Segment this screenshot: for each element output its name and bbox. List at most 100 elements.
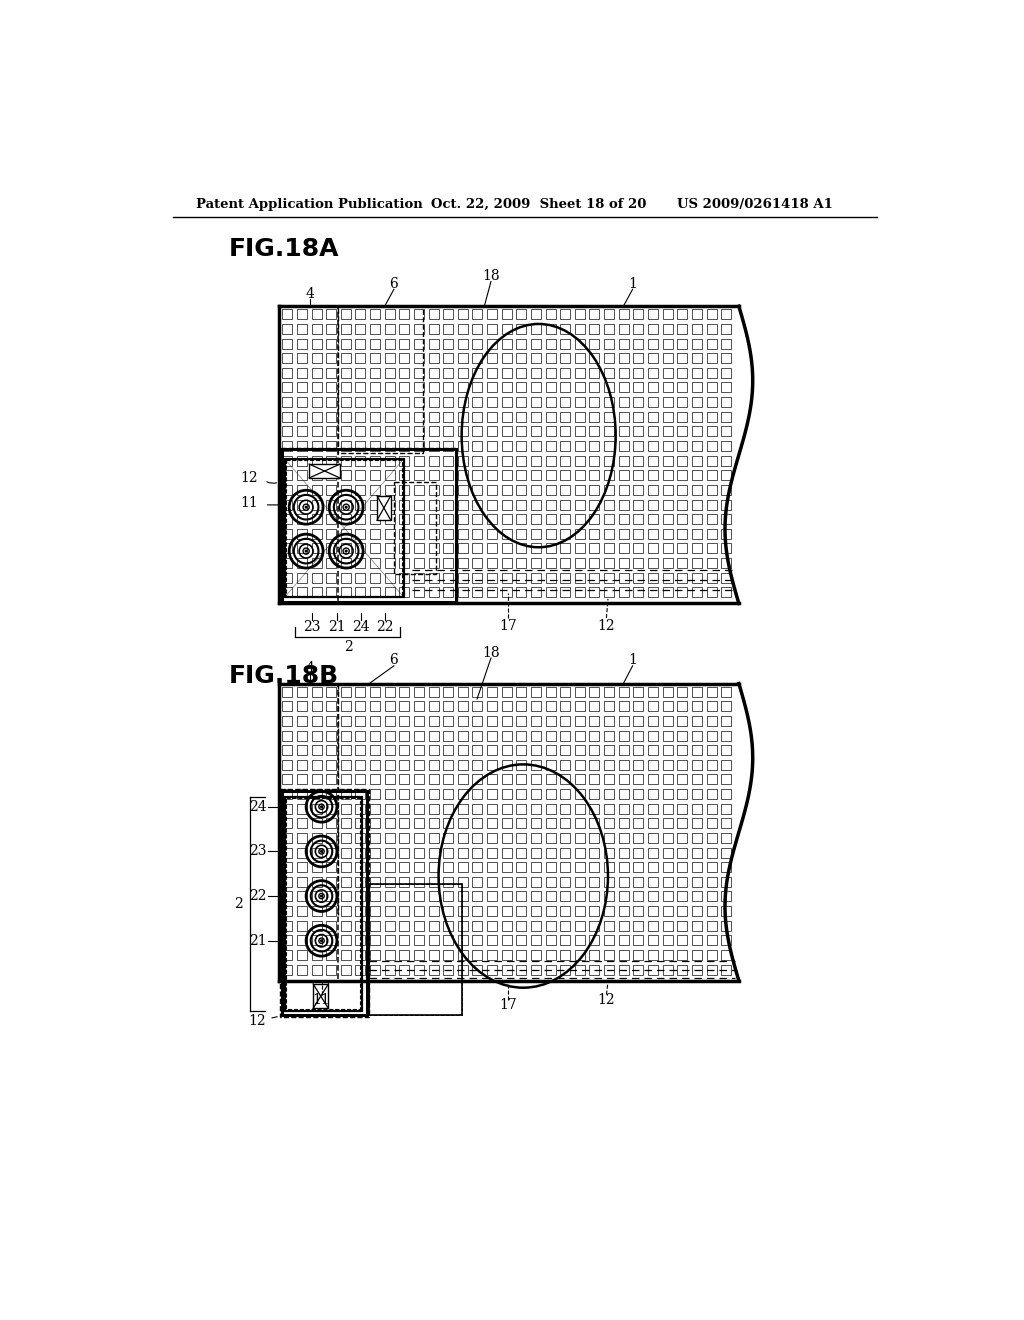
Bar bbox=[385, 936, 394, 945]
Bar bbox=[707, 470, 717, 480]
Bar bbox=[487, 847, 497, 858]
Bar bbox=[472, 323, 482, 334]
Bar bbox=[648, 891, 658, 902]
Bar bbox=[560, 412, 570, 422]
Bar bbox=[590, 891, 599, 902]
Bar bbox=[487, 309, 497, 319]
Bar bbox=[634, 804, 643, 813]
Bar bbox=[634, 383, 643, 392]
Bar bbox=[663, 936, 673, 945]
Bar bbox=[634, 936, 643, 945]
Bar bbox=[604, 529, 614, 539]
Bar bbox=[560, 950, 570, 960]
Bar bbox=[285, 797, 361, 1011]
Bar bbox=[355, 818, 366, 829]
Bar bbox=[487, 455, 497, 466]
Bar bbox=[297, 847, 307, 858]
Bar bbox=[590, 701, 599, 711]
Bar bbox=[286, 799, 360, 1010]
Bar bbox=[370, 965, 380, 974]
Bar bbox=[560, 309, 570, 319]
Bar bbox=[297, 686, 307, 697]
Bar bbox=[692, 847, 701, 858]
Bar bbox=[648, 397, 658, 407]
Bar bbox=[311, 397, 322, 407]
Bar bbox=[707, 573, 717, 582]
Bar bbox=[355, 441, 366, 451]
Bar bbox=[692, 833, 701, 843]
Bar bbox=[677, 936, 687, 945]
Bar bbox=[692, 876, 701, 887]
Bar bbox=[458, 760, 468, 770]
Bar bbox=[297, 804, 307, 813]
Bar bbox=[590, 455, 599, 466]
Text: 12: 12 bbox=[249, 1014, 266, 1028]
Bar bbox=[443, 701, 454, 711]
Bar bbox=[531, 921, 541, 931]
Bar bbox=[663, 950, 673, 960]
Bar bbox=[487, 862, 497, 873]
Bar bbox=[443, 936, 454, 945]
Bar bbox=[458, 789, 468, 799]
Bar bbox=[472, 936, 482, 945]
Bar bbox=[385, 412, 394, 422]
Bar bbox=[487, 573, 497, 582]
Bar bbox=[707, 397, 717, 407]
Bar bbox=[692, 558, 701, 568]
Bar bbox=[429, 412, 438, 422]
Bar bbox=[634, 529, 643, 539]
Bar bbox=[546, 760, 556, 770]
Bar bbox=[590, 936, 599, 945]
Bar bbox=[604, 833, 614, 843]
Bar bbox=[560, 965, 570, 974]
Bar bbox=[560, 744, 570, 755]
Bar bbox=[355, 936, 366, 945]
Bar bbox=[385, 775, 394, 784]
Bar bbox=[531, 455, 541, 466]
Bar bbox=[677, 730, 687, 741]
Bar bbox=[663, 744, 673, 755]
Bar bbox=[458, 544, 468, 553]
Bar bbox=[692, 921, 701, 931]
Bar bbox=[677, 760, 687, 770]
Bar bbox=[326, 906, 336, 916]
Bar bbox=[590, 529, 599, 539]
Bar bbox=[458, 426, 468, 437]
Bar bbox=[574, 730, 585, 741]
Bar bbox=[677, 515, 687, 524]
Bar bbox=[280, 306, 339, 603]
Bar bbox=[370, 686, 380, 697]
Bar bbox=[502, 544, 512, 553]
Bar bbox=[283, 965, 292, 974]
Bar bbox=[341, 354, 351, 363]
Bar bbox=[326, 789, 336, 799]
Bar bbox=[721, 397, 731, 407]
Bar bbox=[648, 515, 658, 524]
Bar bbox=[618, 936, 629, 945]
Bar bbox=[341, 484, 351, 495]
Bar bbox=[394, 482, 436, 574]
Bar bbox=[283, 558, 292, 568]
Bar bbox=[648, 441, 658, 451]
Bar bbox=[443, 499, 454, 510]
Bar bbox=[590, 775, 599, 784]
Bar bbox=[634, 760, 643, 770]
Bar bbox=[311, 544, 322, 553]
Bar bbox=[560, 368, 570, 378]
Bar bbox=[370, 775, 380, 784]
Bar bbox=[355, 499, 366, 510]
Bar bbox=[472, 965, 482, 974]
Bar bbox=[502, 558, 512, 568]
Bar bbox=[311, 412, 322, 422]
Bar bbox=[604, 441, 614, 451]
Bar bbox=[472, 309, 482, 319]
Bar bbox=[429, 891, 438, 902]
Bar bbox=[326, 397, 336, 407]
Bar bbox=[370, 833, 380, 843]
Bar bbox=[283, 484, 292, 495]
Bar bbox=[546, 544, 556, 553]
Bar bbox=[429, 921, 438, 931]
Bar bbox=[297, 876, 307, 887]
Bar bbox=[399, 818, 410, 829]
Bar bbox=[707, 906, 717, 916]
